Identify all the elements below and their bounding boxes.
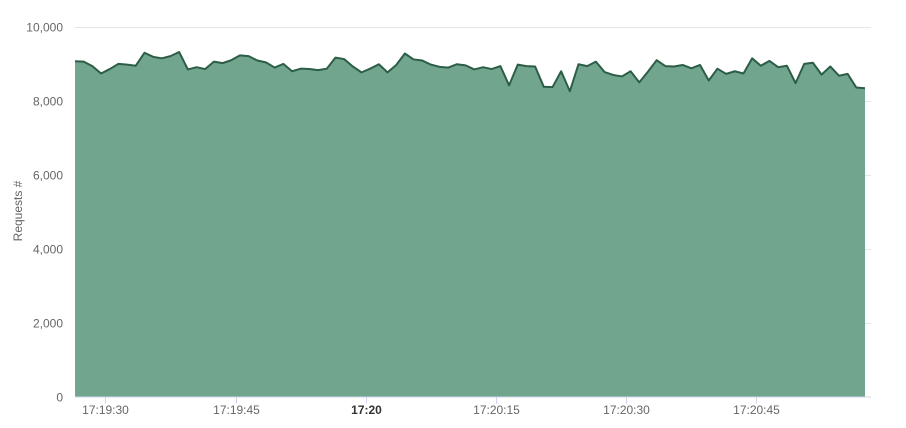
x-tick-label: 17:20:15 <box>473 403 520 417</box>
x-tick-label: 17:20 <box>351 403 382 417</box>
y-axis: 0 2,000 4,000 6,000 8,000 10,000 <box>26 21 63 405</box>
y-tick-label: 8,000 <box>33 95 63 109</box>
y-tick-label: 4,000 <box>33 243 63 257</box>
area-fill <box>75 52 865 397</box>
y-tick-label: 10,000 <box>26 21 63 35</box>
x-axis: 17:19:30 17:19:45 17:20 17:20:15 17:20:30 17:… <box>82 397 780 417</box>
y-tick-label: 0 <box>56 391 63 405</box>
x-tick-label: 17:20:45 <box>733 403 780 417</box>
y-tick-label: 2,000 <box>33 317 63 331</box>
y-tick-label: 6,000 <box>33 169 63 183</box>
x-tick-label: 17:20:30 <box>603 403 650 417</box>
x-tick-label: 17:19:45 <box>213 403 260 417</box>
y-axis-title: Requests # <box>11 180 25 241</box>
x-tick-label: 17:19:30 <box>82 403 129 417</box>
series-line <box>74 51 866 93</box>
